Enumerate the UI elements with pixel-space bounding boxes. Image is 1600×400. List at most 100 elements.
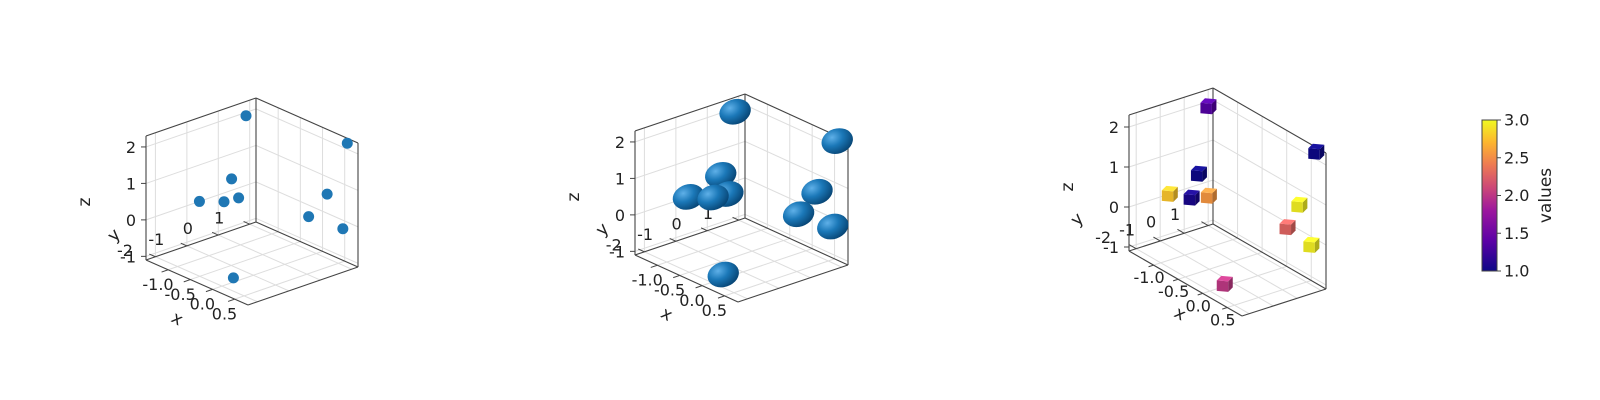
- y-tick: [149, 253, 156, 258]
- data-sphere: [782, 201, 815, 228]
- y-tick-label: -2: [1095, 228, 1111, 247]
- y-axis-label: y: [1067, 209, 1088, 230]
- colorbar: 3.0 2.5 2.0 1.5 1.0 values: [1481, 111, 1556, 281]
- z-tick-label: 1: [615, 169, 625, 188]
- data-cube: [1200, 98, 1217, 115]
- x-tick-label: 0.0: [190, 295, 215, 314]
- x-tick: [1148, 264, 1154, 268]
- axis-edge: [145, 259, 249, 306]
- axis-edge: [634, 254, 739, 303]
- z-tick-label: -1: [1103, 238, 1119, 257]
- x-tick: [183, 279, 191, 283]
- y-tick: [1129, 244, 1137, 250]
- y-tick-label: 0: [183, 219, 193, 238]
- data-cube: [1200, 187, 1217, 204]
- axis-edge: [744, 217, 849, 266]
- y-tick-label: 0: [1146, 213, 1156, 232]
- z-tick-label: 2: [1109, 118, 1119, 137]
- x-tick-label: 0.5: [1210, 310, 1235, 329]
- markers: [1161, 98, 1325, 292]
- data-cube: [1291, 196, 1308, 213]
- markers: [672, 98, 853, 288]
- data-sphere: [817, 213, 849, 240]
- y-tick-label: 1: [703, 204, 713, 223]
- axis-edge: [634, 217, 746, 256]
- y-tick: [1177, 228, 1185, 234]
- data-point: [303, 211, 315, 223]
- x-tick-label: -0.5: [654, 281, 685, 300]
- y-tick: [700, 227, 708, 232]
- colorbar-tick-label: 3.0: [1504, 111, 1529, 130]
- x-tick: [695, 285, 703, 289]
- z-tick-label: 0: [1109, 198, 1119, 217]
- x-axis-label: x: [657, 303, 676, 325]
- axes-box: [145, 97, 359, 306]
- x-tick-label: 0.0: [1185, 296, 1210, 315]
- y-tick-label: 1: [214, 208, 224, 227]
- axis-edge: [145, 97, 257, 137]
- z-axis-label: z: [75, 197, 95, 206]
- y-tick: [1201, 221, 1209, 226]
- y-tick-label: 1: [1170, 205, 1180, 224]
- data-cube: [1183, 189, 1200, 206]
- data-point: [193, 195, 205, 207]
- data-point: [226, 173, 238, 185]
- x-tick-label: 0.5: [702, 301, 727, 320]
- x-tick-label: -0.5: [165, 285, 196, 304]
- x-axis-label: x: [168, 308, 187, 330]
- data-point: [218, 196, 230, 208]
- z-tick-label: 0: [126, 211, 136, 230]
- colorbar-tick-label: 1.0: [1504, 262, 1529, 281]
- axis-edge: [1128, 87, 1214, 116]
- y-tick-label: -1: [1119, 220, 1135, 239]
- axis-edge: [255, 221, 359, 268]
- y-tick-label: 0: [671, 214, 681, 233]
- data-cube: [1161, 185, 1178, 202]
- x-tick: [717, 295, 725, 299]
- y-tick-label: -1: [148, 230, 164, 249]
- grid: [145, 100, 359, 303]
- data-point: [227, 272, 239, 284]
- x-tick: [673, 274, 680, 279]
- y-tick: [669, 237, 677, 242]
- z-axis-label: z: [1058, 182, 1078, 191]
- x-tick: [161, 269, 169, 273]
- colorbar-tick-label: 1.5: [1504, 224, 1529, 243]
- x-tick-label: -0.5: [1158, 282, 1189, 301]
- y-tick: [211, 231, 219, 236]
- y-tick: [180, 242, 188, 247]
- data-sphere: [821, 128, 853, 154]
- axis-edge: [255, 97, 359, 144]
- axis-edge: [1128, 223, 1214, 252]
- data-sphere: [672, 184, 705, 210]
- colorbar-gradient: [1481, 119, 1498, 272]
- axes-box: [634, 93, 849, 303]
- data-sphere: [719, 98, 751, 125]
- x-tick: [1172, 278, 1179, 282]
- x-tick-label: -1.0: [1133, 268, 1164, 287]
- x-tick-label: -1.0: [142, 275, 173, 294]
- y-tick: [638, 248, 645, 253]
- colorbar-tick-label: 2.0: [1504, 186, 1529, 205]
- data-cube: [1279, 219, 1296, 236]
- colorbar-tick-label: 2.5: [1504, 148, 1529, 167]
- x-tick-label: 0.5: [212, 304, 237, 323]
- z-tick-label: 1: [1109, 158, 1119, 177]
- data-cube: [1216, 275, 1233, 292]
- data-sphere: [697, 184, 729, 211]
- x-tick: [650, 264, 658, 268]
- x-tick: [1197, 292, 1203, 296]
- data-point: [337, 223, 349, 235]
- x-tick: [1222, 307, 1228, 310]
- z-tick-label: -1: [609, 242, 625, 261]
- z-axis-label: z: [564, 192, 584, 201]
- z-tick-label: -1: [120, 247, 136, 266]
- data-point: [240, 110, 252, 122]
- y-tick-label: -2: [606, 236, 622, 255]
- axis-edge: [737, 264, 849, 303]
- axis-edge: [247, 266, 359, 306]
